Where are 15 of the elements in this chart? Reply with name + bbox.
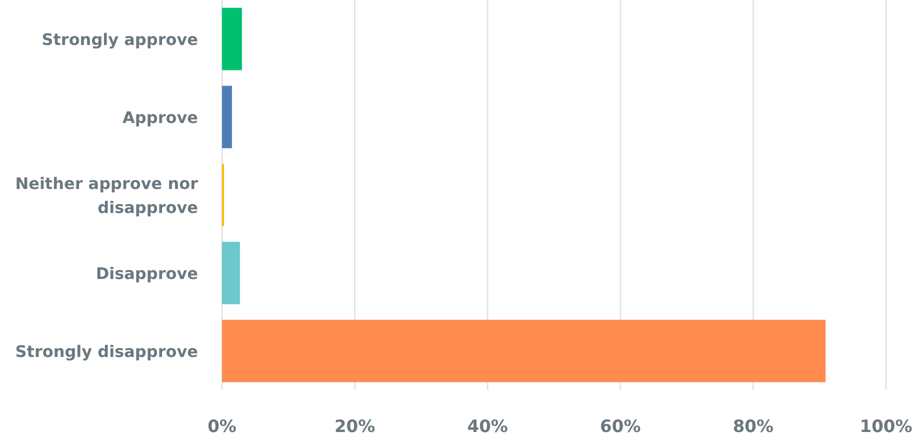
x-tick-label: 0% [208,417,236,437]
bar [222,86,232,148]
y-tick-label: Disapprove [96,264,198,283]
x-tick-label: 40% [467,417,508,437]
x-tick-label: 80% [732,417,774,437]
y-tick-label: Strongly disapprove [15,342,198,361]
bar [222,320,826,382]
y-tick-label: Strongly approve [42,30,198,49]
bar [222,8,242,70]
x-tick-label: 20% [334,417,376,437]
x-tick-label: 100% [860,417,912,437]
x-tick-label: 60% [600,417,641,437]
y-tick-label: Approve [122,108,198,127]
bar [222,242,240,304]
y-tick-label: Neither approve nor disapprove [15,174,198,217]
